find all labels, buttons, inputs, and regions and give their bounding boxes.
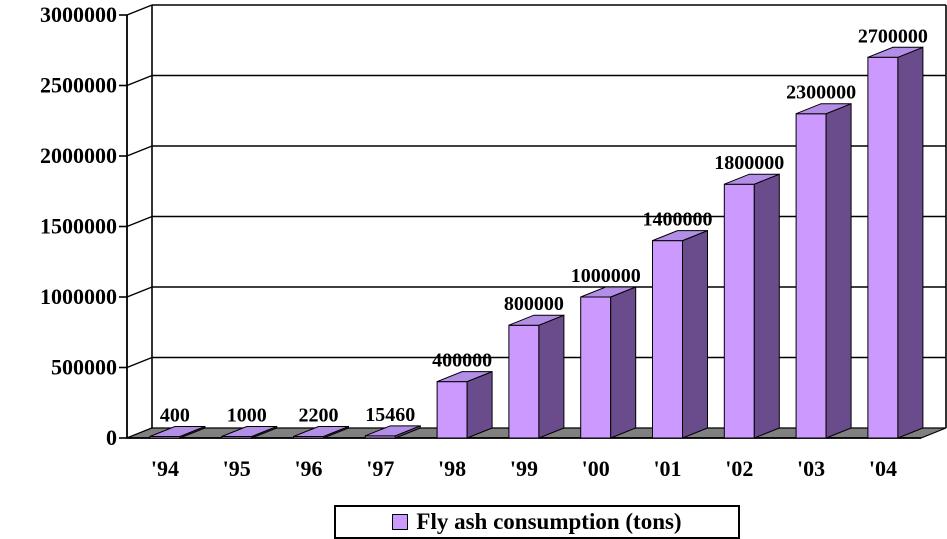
y-tick-label: 0 <box>106 425 117 450</box>
bar-top <box>867 46 924 58</box>
bar <box>364 425 421 439</box>
x-tick-label: '00 <box>582 456 610 481</box>
bar-side <box>897 46 924 439</box>
bar <box>795 102 852 439</box>
gridline-side <box>126 356 153 369</box>
bar-side <box>610 286 637 439</box>
data-labels: 400 1000 2200 15460 400000 800000 1000000 14000… <box>160 25 928 426</box>
bars <box>149 46 924 439</box>
y-tick-label: 1000000 <box>40 284 117 309</box>
x-tick-label: '02 <box>725 456 753 481</box>
bar-top <box>365 425 421 437</box>
bar-top <box>724 173 780 185</box>
bar <box>293 425 349 439</box>
legend-swatch <box>392 514 409 530</box>
x-tick-label: '03 <box>797 456 825 481</box>
bar <box>508 314 565 439</box>
x-tick-label: '98 <box>438 456 466 481</box>
bar-front <box>795 113 827 439</box>
x-tick-label: '94 <box>151 456 179 481</box>
bar <box>436 370 493 439</box>
data-label: 1400000 <box>643 209 713 231</box>
bar-front <box>867 56 899 439</box>
bar-top <box>652 230 708 242</box>
bar-top <box>221 426 277 437</box>
legend: Fly ash consumption (tons) <box>334 505 740 539</box>
bar-top <box>149 426 206 437</box>
data-label: 800000 <box>504 293 564 315</box>
y-tick-label: 2000000 <box>40 143 117 168</box>
bar-side <box>466 370 493 439</box>
data-label: 1000 <box>227 405 267 427</box>
bar <box>149 425 206 439</box>
data-label: 400 <box>160 405 190 427</box>
gridline-side <box>126 74 153 87</box>
x-tick-label: '01 <box>653 456 681 481</box>
bar-front <box>652 240 683 439</box>
data-label: 2300000 <box>786 82 856 104</box>
y-tick-label: 2500000 <box>40 73 117 98</box>
gridline-side <box>126 215 153 228</box>
data-label: 2700000 <box>858 25 928 47</box>
data-label: 15460 <box>365 404 415 426</box>
gridline-side <box>126 286 153 298</box>
bar-front <box>508 324 540 439</box>
bar <box>652 229 708 439</box>
bar-side <box>753 173 780 439</box>
x-tick-label: '99 <box>510 456 538 481</box>
y-tick-label: 1500000 <box>40 214 117 239</box>
chart: 0 500000 1000000 1500000 2000000 2500000 30000… <box>40 2 947 481</box>
bar <box>867 46 924 439</box>
data-label: 1800000 <box>714 152 784 174</box>
bar-front <box>580 296 612 439</box>
bar-top <box>795 103 852 115</box>
bar-top <box>580 286 636 298</box>
gridline-side <box>126 145 153 157</box>
bar-side <box>825 102 852 439</box>
legend-label: Fly ash consumption (tons) <box>416 509 682 534</box>
bar <box>580 286 637 439</box>
bar <box>221 425 278 439</box>
bar-side <box>538 314 565 439</box>
bar-side <box>682 229 708 439</box>
x-tick-label: '97 <box>366 456 394 481</box>
x-tick-label: '95 <box>223 456 251 481</box>
data-label: 400000 <box>432 350 492 372</box>
y-tick-label: 3000000 <box>40 2 117 27</box>
y-axis-ticks: 0 500000 1000000 1500000 2000000 2500000 30000… <box>40 2 117 450</box>
data-label: 2200 <box>299 405 339 427</box>
y-tick-label: 500000 <box>51 355 117 380</box>
bar <box>723 173 780 439</box>
bar-front <box>436 381 468 439</box>
bar-top <box>508 314 565 326</box>
x-tick-label: '96 <box>294 456 322 481</box>
bar-top <box>436 371 493 383</box>
data-label: 1000000 <box>571 265 641 287</box>
x-axis-ticks: '94 '95 '96 '97 '98 '99 '00 '01 '02 '03 '04 <box>151 456 897 481</box>
bar-top <box>293 426 349 437</box>
gridline-side <box>126 4 153 16</box>
x-tick-label: '04 <box>869 456 897 481</box>
bar-front <box>723 183 755 439</box>
